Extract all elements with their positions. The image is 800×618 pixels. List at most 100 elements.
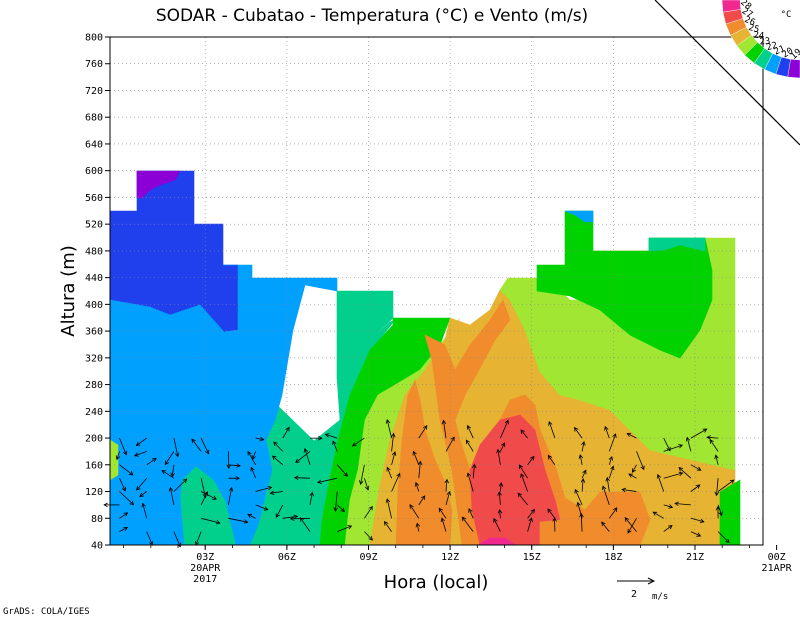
wind-arrow bbox=[500, 482, 502, 492]
wind-arrow bbox=[441, 518, 447, 532]
wind-arrow bbox=[195, 531, 202, 546]
wind-arrow-head bbox=[139, 492, 144, 497]
wind-arrow-head bbox=[547, 454, 553, 460]
x-tick-label-00Z: 00Z bbox=[768, 552, 786, 563]
wind-arrow bbox=[136, 437, 147, 446]
wind-arrow bbox=[547, 508, 556, 519]
y-tick-label-640: 640 bbox=[85, 139, 103, 150]
wind-arrow bbox=[273, 441, 284, 452]
wind-arrow bbox=[337, 525, 352, 532]
wind-arrow bbox=[173, 478, 187, 492]
wind-arrow bbox=[527, 517, 532, 532]
wind-arrow-head bbox=[103, 502, 108, 508]
wind-arrow-head bbox=[368, 535, 373, 541]
wind-arrow bbox=[574, 489, 583, 506]
wind-arrow bbox=[173, 438, 179, 457]
wind-arrow bbox=[255, 437, 264, 441]
field-temp-21-12 bbox=[564, 210, 594, 223]
field-temp-27-17 bbox=[469, 414, 566, 546]
wind-arrow-head bbox=[604, 425, 609, 431]
wind-arrow bbox=[497, 449, 501, 465]
wind-arrow-head bbox=[267, 485, 273, 491]
wind-arrow bbox=[602, 486, 610, 506]
wind-arrow-head bbox=[579, 512, 584, 518]
wind-arrow bbox=[461, 516, 474, 532]
wind-arrow-head bbox=[236, 463, 241, 468]
wind-arrow bbox=[255, 486, 272, 492]
wind-arrow bbox=[443, 420, 447, 439]
wind-arrow bbox=[663, 437, 671, 451]
wind-arrow bbox=[468, 508, 474, 519]
wind-arrow-head bbox=[548, 421, 553, 426]
wind-arrow-head bbox=[695, 484, 701, 489]
x-tick-label-03Z: 03Z bbox=[196, 552, 214, 563]
wind-arrow bbox=[247, 451, 256, 465]
wind-arrow-head bbox=[465, 439, 470, 445]
y-tick-label-160: 160 bbox=[85, 460, 103, 471]
wind-arrow-head bbox=[685, 436, 691, 442]
wind-arrow bbox=[116, 451, 120, 460]
wind-arrow bbox=[518, 464, 528, 479]
wind-arrow bbox=[517, 493, 528, 506]
wind-arrow bbox=[317, 477, 338, 483]
wind-arrow-head bbox=[275, 513, 280, 518]
wind-arrow-head bbox=[613, 507, 618, 512]
y-tick-label-320: 320 bbox=[85, 353, 103, 364]
wind-arrow bbox=[608, 466, 614, 479]
wind-arrow-head bbox=[285, 426, 290, 432]
wind-arrow-head bbox=[530, 508, 535, 514]
wind-arrow bbox=[548, 421, 556, 439]
wind-arrow bbox=[364, 531, 373, 541]
x-date-label-21APR: 21APR bbox=[762, 563, 793, 574]
wind-arrow-head bbox=[391, 451, 397, 456]
wind-arrow bbox=[391, 451, 396, 465]
wind-arrow-head bbox=[271, 455, 277, 461]
wind-arrow bbox=[191, 438, 202, 452]
wind-arrow bbox=[577, 502, 583, 519]
wind-arrow-head bbox=[640, 465, 645, 471]
wind-arrow-head bbox=[581, 440, 586, 446]
wind-arrow bbox=[416, 523, 420, 532]
wind-arrow bbox=[581, 441, 585, 452]
wind-arrow-head bbox=[628, 473, 634, 478]
wind-arrow-head bbox=[504, 419, 509, 425]
wind-arrow-head bbox=[414, 481, 420, 487]
y-tick-label-120: 120 bbox=[85, 487, 103, 498]
wind-arrow-head bbox=[520, 473, 525, 478]
wind-arrow bbox=[717, 531, 730, 543]
legend-diagonal bbox=[654, 0, 800, 146]
wind-arrow bbox=[119, 527, 128, 532]
wind-arrow bbox=[119, 464, 134, 476]
wind-arrow-head bbox=[247, 513, 253, 519]
wind-arrow bbox=[690, 484, 701, 492]
x-axis-label: Hora (local) bbox=[384, 572, 489, 593]
wind-arrow bbox=[690, 428, 707, 439]
wind-arrow bbox=[173, 531, 181, 547]
wind-arrow-head bbox=[384, 521, 389, 526]
wind-arrow-head bbox=[129, 500, 135, 506]
y-tick-label-240: 240 bbox=[85, 407, 103, 418]
wind-arrow bbox=[690, 531, 701, 537]
wind-arrow-head bbox=[702, 428, 708, 433]
x-tick-label-12Z: 12Z bbox=[441, 552, 459, 563]
wind-arrow bbox=[581, 478, 584, 492]
legend-level-label-temp-19: 19 bbox=[789, 47, 800, 62]
wind-arrow-head bbox=[493, 517, 498, 523]
wind-arrow bbox=[295, 451, 311, 463]
gridlines bbox=[110, 37, 763, 545]
chart-title: SODAR - Cubatao - Temperatura (°C) e Ven… bbox=[156, 6, 588, 26]
wind-arrow bbox=[608, 433, 616, 452]
y-tick-label-600: 600 bbox=[85, 166, 103, 177]
wind-arrow-head bbox=[212, 495, 217, 500]
wind-arrow bbox=[438, 508, 447, 519]
wind-arrow bbox=[409, 504, 420, 519]
wind-arrow bbox=[632, 464, 637, 473]
wind-arrow-head bbox=[409, 504, 414, 509]
wind-scale-value: 2 bbox=[631, 589, 637, 600]
wind-arrow-head bbox=[612, 433, 617, 438]
wind-arrow-head bbox=[273, 441, 278, 447]
wind-arrow-head bbox=[226, 464, 231, 470]
wind-arrow-head bbox=[601, 521, 606, 527]
